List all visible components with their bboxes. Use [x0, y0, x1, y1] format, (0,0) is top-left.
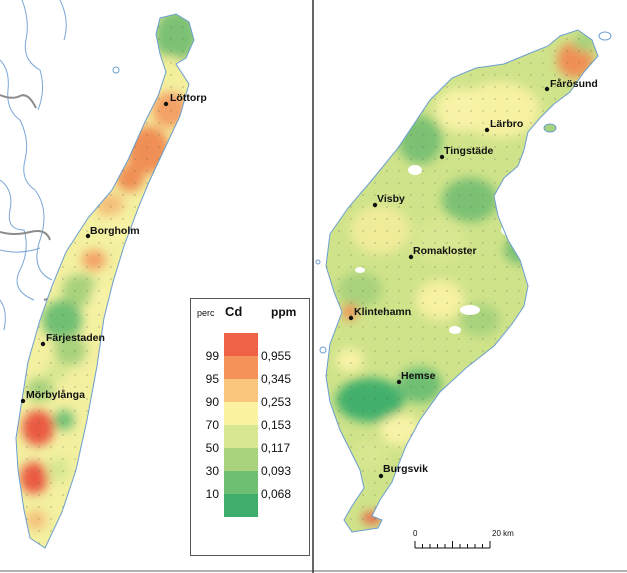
legend-value: 0,068: [261, 487, 292, 501]
legend-perc-header: perc: [197, 308, 215, 318]
place-label-morbylanga: Mörbylånga: [26, 389, 85, 401]
legend-value: 0,253: [261, 395, 292, 409]
legend-row: 90 0,253: [191, 379, 309, 409]
legend-value: 0,955: [261, 349, 292, 363]
island-oland: [15, 13, 195, 549]
place-label-burgsvik: Burgsvik: [383, 463, 428, 475]
legend-row: 50 0,117: [191, 425, 309, 455]
legend-swatch: [224, 471, 258, 494]
legend-swatch: [224, 494, 258, 517]
scale-bar: 0 20 km: [413, 529, 514, 549]
legend-unit-header: ppm: [271, 305, 297, 319]
place-dot-romakloster: [408, 254, 414, 260]
legend-value: 0,093: [261, 464, 292, 478]
place-label-farjestaden: Färjestaden: [46, 332, 105, 344]
legend-percentile: 95: [205, 372, 219, 386]
legend-percentile: 70: [205, 418, 219, 432]
place-label-hemse: Hemse: [401, 370, 436, 382]
legend-percentile: 90: [205, 395, 219, 409]
place-dot-lottorp: [163, 101, 169, 107]
legend-percentile: 10: [205, 487, 219, 501]
place-label-klintehamn: Klintehamn: [354, 306, 411, 318]
place-label-borgholm: Borgholm: [90, 225, 140, 237]
mainland-coast: [0, 0, 67, 331]
legend-row: 10 0,068: [191, 471, 309, 501]
legend-row: 95 0,345: [191, 356, 309, 386]
scale-label-start: 0: [413, 529, 418, 538]
legend-percentile: 30: [205, 464, 219, 478]
place-dot-borgholm: [85, 233, 91, 239]
legend-swatch: [224, 333, 258, 356]
place-dot-visby: [372, 202, 378, 208]
legend-row: [191, 494, 309, 517]
legend: perc Cd ppm 99 0,955 95 0,345 90 0,253 7…: [190, 298, 310, 556]
place-label-romakloster: Romakloster: [413, 245, 477, 257]
place-dot-morbylanga: [20, 398, 26, 404]
legend-row: 70 0,153: [191, 402, 309, 432]
legend-swatch: [224, 425, 258, 448]
legend-percentile: 50: [205, 441, 219, 455]
place-label-visby: Visby: [377, 193, 405, 205]
place-dot-farosund: [544, 86, 550, 92]
place-dot-larbro: [484, 127, 490, 133]
place-dot-tingstade: [439, 154, 445, 160]
place-dot-farjestaden: [40, 341, 46, 347]
legend-percentile: 99: [205, 349, 219, 363]
legend-swatch: [224, 448, 258, 471]
place-label-tingstade: Tingstäde: [444, 145, 494, 157]
place-label-larbro: Lärbro: [490, 118, 523, 130]
place-dot-hemse: [396, 379, 402, 385]
legend-row: 30 0,093: [191, 448, 309, 478]
place-label-farosund: Fårösund: [550, 78, 598, 90]
place-labels: Löttorp Borgholm Färjestaden Mörbylånga …: [26, 78, 598, 475]
place-label-lottorp: Löttorp: [170, 92, 207, 104]
legend-element-header: Cd: [225, 304, 243, 319]
legend-value: 0,117: [261, 441, 291, 455]
place-dot-klintehamn: [348, 315, 354, 321]
legend-swatch: [224, 356, 258, 379]
legend-value: 0,153: [261, 418, 292, 432]
legend-value: 0,345: [261, 372, 292, 386]
legend-row: 99 0,955: [191, 333, 309, 363]
legend-swatch: [224, 402, 258, 425]
scale-label-end: 20 km: [492, 529, 514, 538]
place-dot-burgsvik: [378, 473, 384, 479]
legend-swatch: [224, 379, 258, 402]
place-markers: [20, 86, 550, 479]
